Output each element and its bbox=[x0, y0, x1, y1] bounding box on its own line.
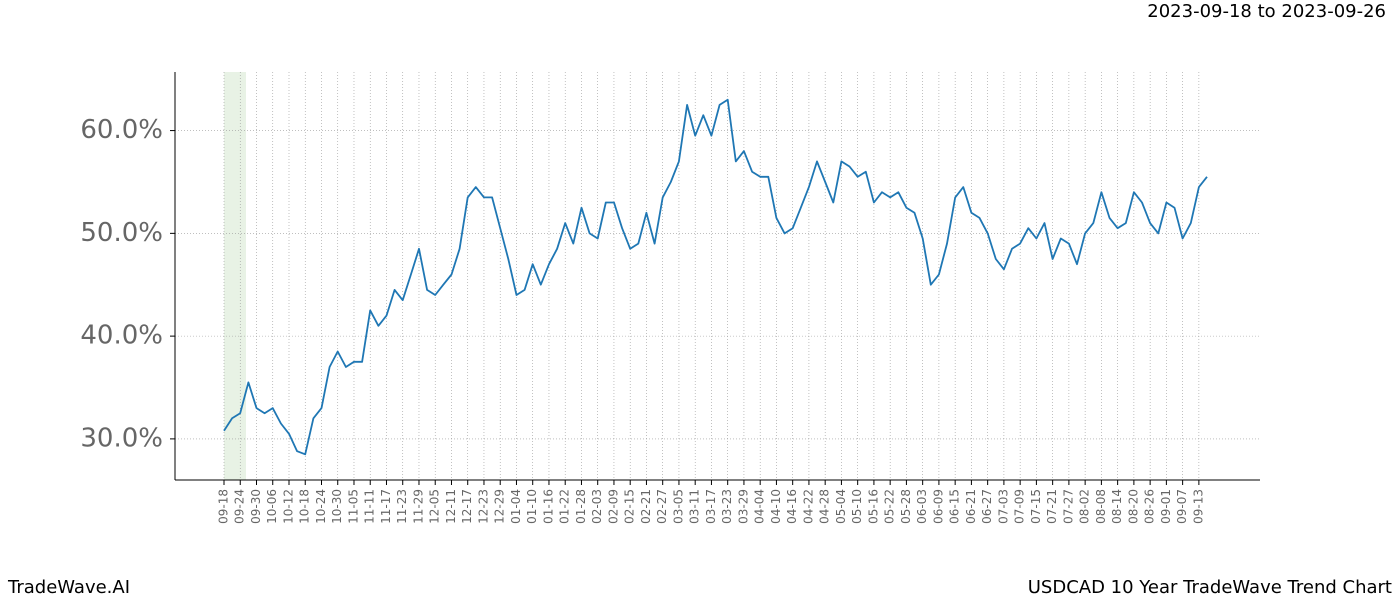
x-tick-label: 11-05 bbox=[346, 489, 360, 524]
brand: TradeWave.AI bbox=[7, 577, 130, 598]
y-tick-label: 60.0% bbox=[80, 115, 163, 145]
x-tick-label: 05-28 bbox=[899, 489, 913, 524]
x-tick-label: 10-06 bbox=[265, 489, 279, 524]
x-tick-label: 10-18 bbox=[298, 489, 312, 524]
x-tick-label: 12-17 bbox=[460, 489, 474, 524]
y-tick-label: 50.0% bbox=[80, 218, 163, 248]
x-tick-label: 10-12 bbox=[281, 489, 295, 524]
x-tick-label: 11-17 bbox=[379, 489, 393, 524]
x-tick-label: 09-30 bbox=[249, 489, 263, 524]
x-tick-label: 02-09 bbox=[606, 489, 620, 524]
y-tick-label: 40.0% bbox=[80, 321, 163, 351]
y-tick-label: 30.0% bbox=[80, 423, 163, 453]
x-tick-label: 12-23 bbox=[476, 489, 490, 524]
x-tick-label: 01-28 bbox=[574, 489, 588, 524]
trend-line bbox=[223, 98, 1208, 456]
x-tick-label: 03-05 bbox=[671, 489, 685, 524]
x-tick-label: 05-22 bbox=[883, 489, 897, 524]
x-tick-label: 04-22 bbox=[801, 489, 815, 524]
x-tick-label: 06-27 bbox=[980, 489, 994, 524]
x-tick-label: 07-27 bbox=[1061, 489, 1075, 524]
x-tick-label: 09-24 bbox=[233, 489, 247, 524]
highlight-band bbox=[224, 72, 246, 480]
x-tick-label: 01-16 bbox=[541, 489, 555, 524]
x-tick-label: 05-04 bbox=[834, 489, 848, 524]
x-tick-label: 03-17 bbox=[704, 489, 718, 524]
x-tick-label: 10-24 bbox=[314, 489, 328, 524]
x-tick-label: 06-15 bbox=[948, 489, 962, 524]
x-tick-label: 11-23 bbox=[395, 489, 409, 524]
x-tick-label: 12-05 bbox=[428, 489, 442, 524]
x-tick-label: 09-13 bbox=[1191, 489, 1205, 524]
x-tick-label: 08-26 bbox=[1143, 489, 1157, 524]
x-tick-label: 09-01 bbox=[1159, 489, 1173, 524]
x-tick-label: 06-03 bbox=[915, 489, 929, 524]
x-tick-label: 03-23 bbox=[720, 489, 734, 524]
x-tick-label: 02-27 bbox=[655, 489, 669, 524]
x-tick-label: 04-28 bbox=[818, 489, 832, 524]
x-tick-label: 06-09 bbox=[931, 489, 945, 524]
x-tick-label: 07-15 bbox=[1029, 489, 1043, 524]
x-tick-label: 08-14 bbox=[1110, 489, 1124, 524]
x-tick-label: 12-29 bbox=[493, 489, 507, 524]
x-tick-label: 02-03 bbox=[590, 489, 604, 524]
x-tick-label: 01-04 bbox=[509, 489, 523, 524]
x-tick-label: 01-22 bbox=[558, 489, 572, 524]
x-tick-label: 07-21 bbox=[1045, 489, 1059, 524]
x-tick-label: 11-11 bbox=[363, 489, 377, 524]
x-tick-label: 08-08 bbox=[1094, 489, 1108, 524]
x-tick-label: 01-10 bbox=[525, 489, 539, 524]
x-tick-label: 09-07 bbox=[1175, 489, 1189, 524]
x-tick-label: 06-21 bbox=[964, 489, 978, 524]
x-tick-label: 07-03 bbox=[996, 489, 1010, 524]
x-tick-label: 03-11 bbox=[688, 489, 702, 524]
x-tick-label: 07-09 bbox=[1013, 489, 1027, 524]
x-tick-label: 04-10 bbox=[769, 489, 783, 524]
x-tick-label: 05-10 bbox=[850, 489, 864, 524]
x-tick-label: 04-16 bbox=[785, 489, 799, 524]
x-tick-label: 08-20 bbox=[1126, 489, 1140, 524]
x-tick-label: 04-04 bbox=[753, 489, 767, 524]
x-tick-label: 08-02 bbox=[1078, 489, 1092, 524]
x-tick-label: 10-30 bbox=[330, 489, 344, 524]
x-tick-label: 02-15 bbox=[623, 489, 637, 524]
x-tick-label: 02-21 bbox=[639, 489, 653, 524]
x-tick-label: 09-18 bbox=[217, 489, 231, 524]
date-range: 2023-09-18 to 2023-09-26 bbox=[1147, 1, 1386, 22]
x-tick-label: 12-11 bbox=[444, 489, 458, 524]
chart-title: USDCAD 10 Year TradeWave Trend Chart bbox=[1028, 577, 1392, 598]
x-tick-label: 05-16 bbox=[866, 489, 880, 524]
x-tick-label: 03-29 bbox=[736, 489, 750, 524]
x-tick-label: 11-29 bbox=[411, 489, 425, 524]
